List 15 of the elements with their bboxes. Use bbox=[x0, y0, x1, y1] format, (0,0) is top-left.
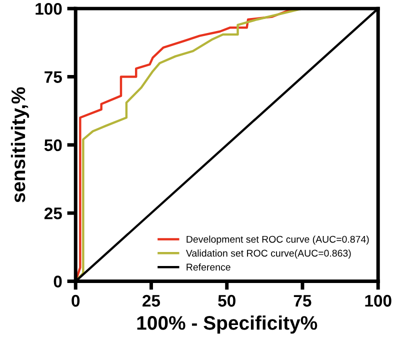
x-axis-title: 100% - Specificity% bbox=[137, 316, 318, 334]
legend-label: Validation set ROC curve(AUC=0.863) bbox=[186, 250, 351, 259]
x-tick-label: 25 bbox=[142, 294, 160, 307]
x-tick-label: 0 bbox=[72, 294, 80, 307]
x-tick-label: 75 bbox=[294, 295, 312, 307]
y-tick-label: 25 bbox=[44, 207, 62, 220]
y-tick-label: 50 bbox=[44, 139, 62, 152]
legend-label: Reference bbox=[186, 263, 230, 271]
x-tick-label: 50 bbox=[218, 294, 236, 307]
y-tick-label: 75 bbox=[44, 71, 62, 83]
y-axis-title: sensitivity,% bbox=[10, 87, 30, 202]
x-tick-label: 100 bbox=[365, 294, 392, 307]
y-tick-label: 100 bbox=[36, 2, 62, 15]
y-tick-label: 0 bbox=[54, 276, 62, 288]
legend-label: Development set ROC curve (AUC=0.874) bbox=[186, 236, 369, 245]
